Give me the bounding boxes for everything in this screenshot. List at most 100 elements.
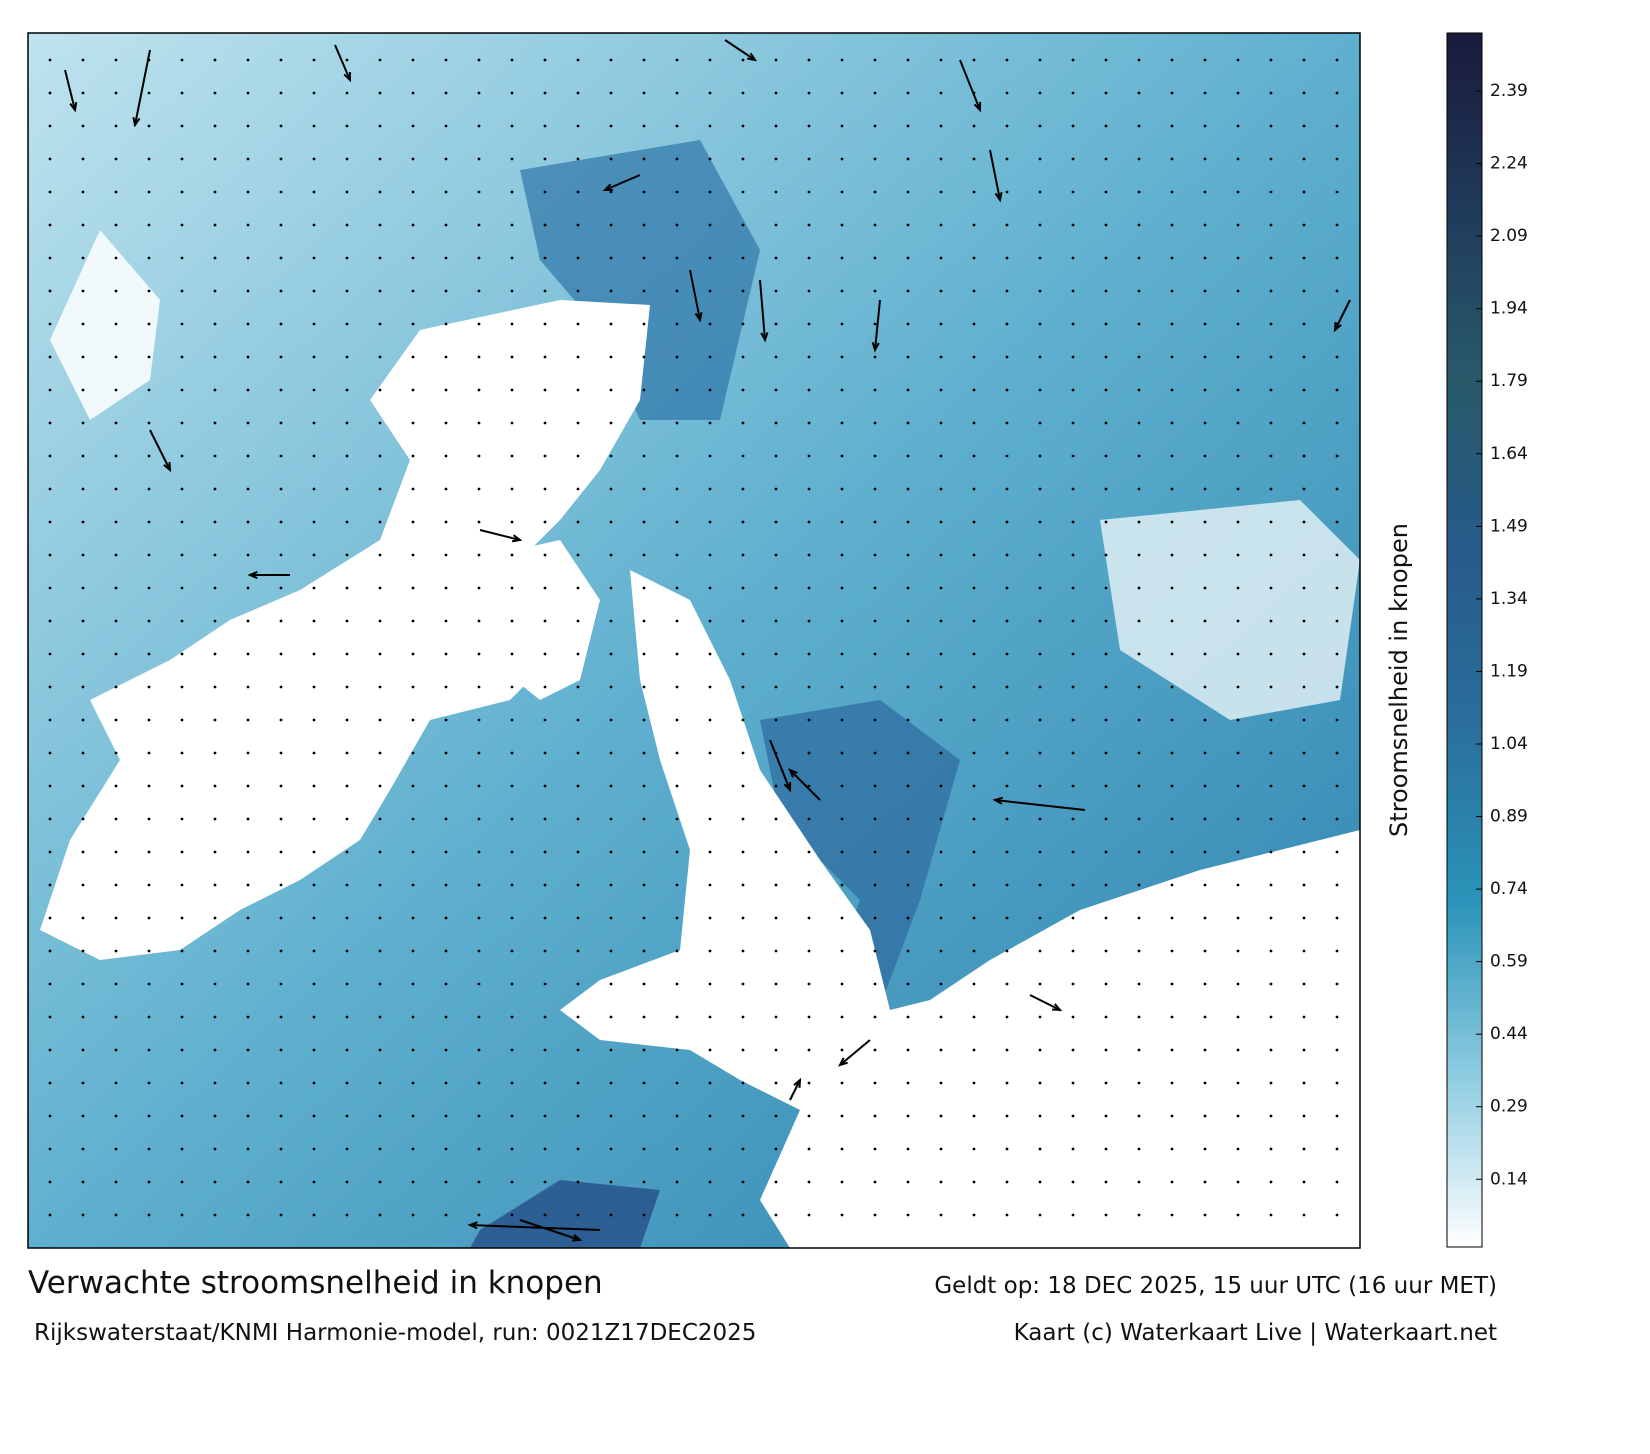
dot [81,949,85,953]
dot [675,421,679,425]
arrow [724,39,756,61]
dot [1302,553,1306,557]
dot [873,1180,877,1184]
dot [708,751,712,755]
dot [1302,520,1306,524]
dot [1137,949,1141,953]
dot [1038,421,1042,425]
dot [939,388,943,392]
dot [345,982,349,986]
dot [114,289,118,293]
dot [48,784,52,788]
dot [609,487,613,491]
colorbar-tick-label: 0.89 [1490,807,1528,827]
dot [312,1114,316,1118]
dot [1269,421,1273,425]
dot [510,223,514,227]
dot [1203,817,1207,821]
dot [378,751,382,755]
dot [741,718,745,722]
dot [1005,619,1009,623]
dot [213,949,217,953]
dot [477,1147,481,1151]
dot [81,355,85,359]
dot [543,850,547,854]
dot [345,652,349,656]
dot [1236,1114,1240,1118]
dot [675,520,679,524]
dot [246,223,250,227]
dot [741,289,745,293]
dot [180,223,184,227]
dot [576,1114,580,1118]
dot [807,883,811,887]
dot [213,1180,217,1184]
dot [576,619,580,623]
dot [1137,223,1141,227]
arrow-head [788,768,798,778]
dot [477,982,481,986]
dot [1203,91,1207,95]
dot [543,817,547,821]
dot [972,652,976,656]
dot [213,454,217,458]
dot [1236,157,1240,161]
land [50,230,160,420]
dot [48,190,52,194]
dot [312,619,316,623]
dot [741,1015,745,1019]
dot [510,949,514,953]
dot [312,454,316,458]
dot [1104,520,1108,524]
dot [1071,124,1075,128]
current-arrows [64,39,1351,1242]
dot [1104,1081,1108,1085]
dot [675,1180,679,1184]
dot [477,388,481,392]
dot [48,322,52,326]
dot [609,388,613,392]
colorbar-tick-label: 1.19 [1490,661,1528,681]
dot [1071,190,1075,194]
dot [807,817,811,821]
dot [939,421,943,425]
dot [807,256,811,260]
dot [444,850,448,854]
dot [1170,388,1174,392]
dot [1137,1180,1141,1184]
dot [774,1081,778,1085]
dot [741,1081,745,1085]
dot [213,322,217,326]
dot [1203,1180,1207,1184]
dot [741,355,745,359]
dot [411,1213,415,1217]
dot [873,91,877,95]
dot [906,256,910,260]
dot [576,850,580,854]
dot [477,1048,481,1052]
dot [312,1015,316,1019]
dot [1137,850,1141,854]
dot [510,718,514,722]
dot [939,949,943,953]
dot [1269,157,1273,161]
dot [279,850,283,854]
dot [411,388,415,392]
dot [675,1213,679,1217]
dot [378,355,382,359]
dot [675,850,679,854]
dot [48,949,52,953]
dot [411,1048,415,1052]
dot [807,421,811,425]
dot [213,883,217,887]
dot [708,1147,712,1151]
dot [213,124,217,128]
dot [1005,751,1009,755]
dot [477,619,481,623]
credit: Kaart (c) Waterkaart Live | Waterkaart.n… [1014,1320,1497,1346]
dot [1236,1213,1240,1217]
dot [312,1081,316,1085]
dot [642,1048,646,1052]
dot [543,1213,547,1217]
deep-water [470,1180,660,1248]
